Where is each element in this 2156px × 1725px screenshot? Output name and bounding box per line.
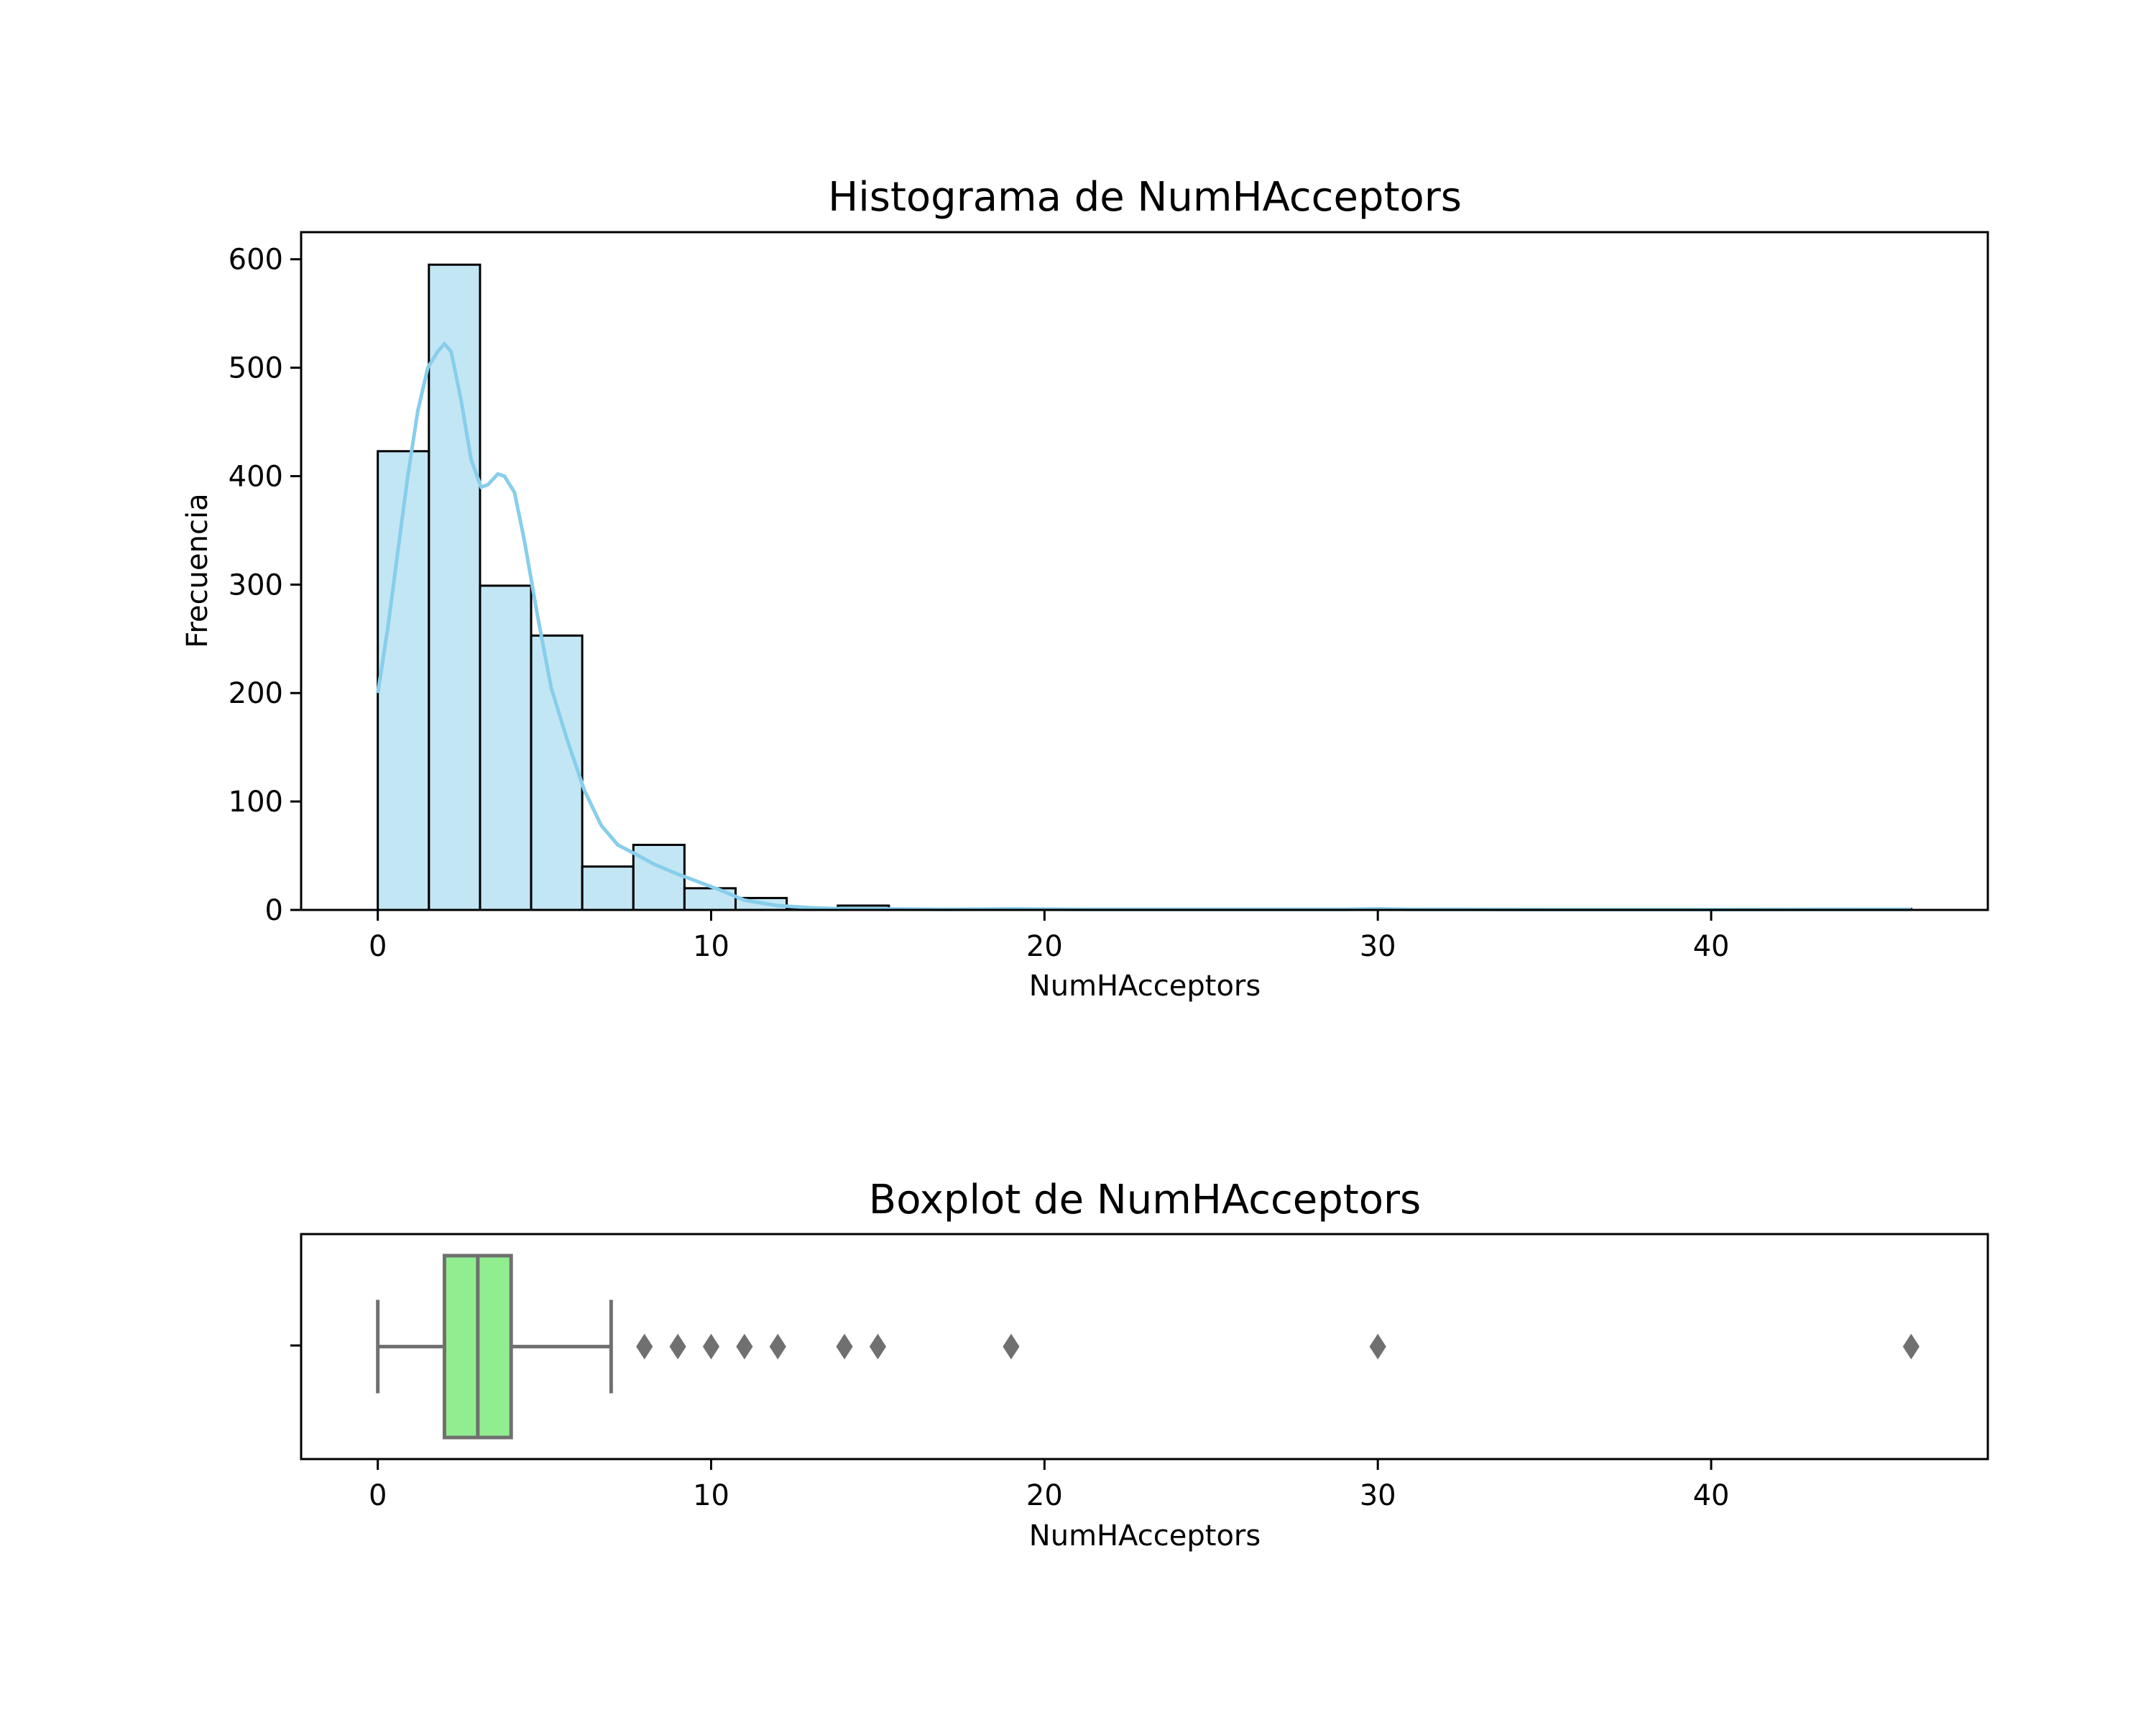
boxplot-x-tick-label: 40 [1693,1479,1730,1512]
histogram-bar [377,450,430,911]
histogram-y-tick-label: 300 [229,569,283,602]
histogram-bar [479,584,533,911]
histogram-bars [377,263,1912,911]
boxplot-x-tick-label: 10 [693,1479,729,1512]
histogram-x-ticks: 0 10 20 30 40 [369,910,1730,963]
boxplot-outlier [702,1333,720,1360]
histogram-x-label: NumHAcceptors [1029,970,1261,1003]
histogram-x-tick-label: 20 [1026,930,1063,963]
boxplot-outlier [1003,1333,1020,1360]
boxplot-x-ticks: 0 10 20 30 40 [369,1459,1730,1512]
histogram-title: Histograma de NumHAcceptors [828,174,1462,221]
histogram-panel: Histograma de NumHAcceptors 010020030040… [181,174,1989,1003]
histogram-y-label: Frecuencia [181,493,214,648]
boxplot-outlier [869,1333,887,1360]
histogram-x-tick-label: 40 [1693,930,1730,963]
histogram-y-tick-label: 200 [229,677,283,710]
histogram-x-tick-label: 30 [1360,930,1396,963]
histogram-x-tick-label: 0 [369,930,387,963]
boxplot-panel: Boxplot de NumHAcceptors 0 10 20 30 40 NumHA… [290,1177,1989,1552]
boxplot-outlier [836,1333,853,1360]
boxplot-x-tick-label: 0 [369,1479,387,1512]
boxplot-outlier [636,1333,653,1360]
histogram-frame [300,231,1989,911]
boxplot-frame [300,1233,1989,1460]
histogram-y-tick-label: 600 [229,244,283,277]
histogram-y-tick-label: 100 [229,786,283,819]
boxplot-x-tick-label: 30 [1360,1479,1396,1512]
boxplot-outlier [669,1333,686,1360]
boxplot-outlier [1369,1333,1386,1360]
boxplot-x-tick-label: 20 [1026,1479,1063,1512]
histogram-y-tick-label: 400 [229,460,283,493]
histogram-bar [581,865,635,911]
histogram-y-tick-label: 0 [265,894,283,927]
boxplot-elements [376,1254,1920,1440]
boxplot-outlier [736,1333,753,1360]
boxplot-outlier [1902,1333,1920,1360]
histogram-y-ticks: 0 100 200 300 400 500 600 [229,244,301,927]
histogram-bar [632,843,686,911]
boxplot-title: Boxplot de NumHAcceptors [869,1177,1421,1223]
boxplot-outlier [769,1333,786,1360]
boxplot-x-label: NumHAcceptors [1029,1519,1261,1552]
histogram-x-tick-label: 10 [693,930,729,963]
histogram-bar [530,634,584,911]
histogram-y-tick-label: 500 [229,352,283,385]
